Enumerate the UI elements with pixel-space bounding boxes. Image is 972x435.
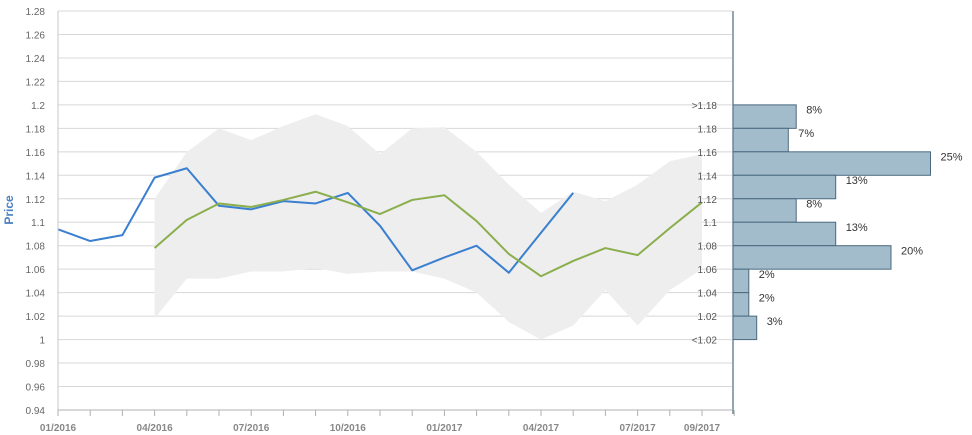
y-tick-label: 0.94 — [26, 406, 46, 417]
y-tick-label: 1.28 — [26, 7, 46, 18]
series-lines — [57, 167, 703, 278]
y-tick-label: 1.22 — [26, 77, 46, 88]
histogram-bin-label: 1.14 — [698, 171, 718, 182]
y-tick-label: 1 — [39, 336, 45, 347]
axes: 0.94 0.96 0.98 1 1.02 1.04 1.06 1.08 1.1 1.12 1.14… — [26, 7, 735, 434]
y-tick-label: 1.2 — [31, 101, 45, 112]
histogram-bin-label: >1.18 — [692, 101, 718, 112]
histogram-bar — [732, 174, 837, 200]
y-tick-label: 1.26 — [26, 30, 46, 41]
x-tick-label: 01/2016 — [40, 423, 77, 434]
x-tick-label: 07/2016 — [233, 423, 270, 434]
histogram-bar — [732, 315, 758, 341]
histogram-bin-label: 1.12 — [698, 195, 718, 206]
histogram-bin-label: 1.08 — [698, 242, 718, 253]
histogram-bar — [732, 104, 797, 129]
distribution-histogram: 8% >1.18 7% 1.18 25% 1.16 13% 1.14 8% 1.12 13% 1.1 2… — [692, 101, 963, 347]
histogram-bar — [732, 198, 797, 223]
histogram-bar — [732, 268, 750, 294]
range-band-area — [154, 114, 703, 340]
histogram-bar — [732, 221, 837, 247]
histogram-percent-label: 25% — [941, 152, 963, 164]
histogram-percent-label: 3% — [767, 316, 783, 328]
y-tick-label: 1.16 — [26, 148, 46, 159]
y-tick-label: 1.24 — [26, 54, 46, 65]
x-tick-label: 01/2017 — [426, 423, 463, 434]
histogram-bar — [732, 292, 750, 317]
histogram-percent-label: 13% — [846, 175, 868, 187]
x-tick-label: 07/2017 — [620, 423, 657, 434]
y-tick-label: 1.12 — [26, 195, 46, 206]
y-tick-label: 0.96 — [26, 383, 46, 394]
histogram-percent-label: 13% — [846, 222, 868, 234]
y-tick-label: 1.14 — [26, 171, 46, 182]
histogram-percent-label: 8% — [806, 199, 822, 211]
histogram-percent-label: 2% — [759, 292, 775, 304]
y-tick-label: 1.1 — [31, 218, 45, 229]
histogram-bin-label: 1.1 — [703, 218, 717, 229]
y-tick-label: 1.08 — [26, 242, 46, 253]
y-tick-label: 1.02 — [26, 312, 46, 323]
series-line-1 — [57, 167, 574, 274]
x-tick-label: 10/2016 — [330, 423, 367, 434]
histogram-bar — [732, 151, 931, 176]
histogram-bar — [732, 245, 892, 270]
x-tick-label: 04/2017 — [523, 423, 560, 434]
histogram-bin-label: 1.06 — [698, 265, 718, 276]
y-tick-label: 0.98 — [26, 359, 46, 370]
x-tick-label: 04/2016 — [137, 423, 174, 434]
histogram-bin-label: 1.02 — [698, 312, 718, 323]
histogram-bin-label: 1.18 — [698, 124, 718, 135]
histogram-percent-label: 7% — [798, 128, 814, 140]
histogram-bin-label: <1.02 — [692, 336, 718, 347]
histogram-bar — [732, 127, 789, 153]
series-line-2 — [153, 190, 703, 278]
histogram-percent-label: 2% — [759, 269, 775, 281]
y-tick-label: 1.04 — [26, 289, 46, 300]
histogram-bin-label: 1.16 — [698, 148, 718, 159]
range-band — [154, 114, 703, 340]
histogram-bin-label: 1.04 — [698, 289, 718, 300]
x-tick-label: 09/2017 — [684, 423, 721, 434]
y-tick-label: 1.18 — [26, 124, 46, 135]
y-axis-label: Price — [2, 195, 16, 225]
histogram-percent-label: 8% — [806, 105, 822, 117]
y-tick-label: 1.06 — [26, 265, 46, 276]
histogram-percent-label: 20% — [901, 245, 923, 257]
